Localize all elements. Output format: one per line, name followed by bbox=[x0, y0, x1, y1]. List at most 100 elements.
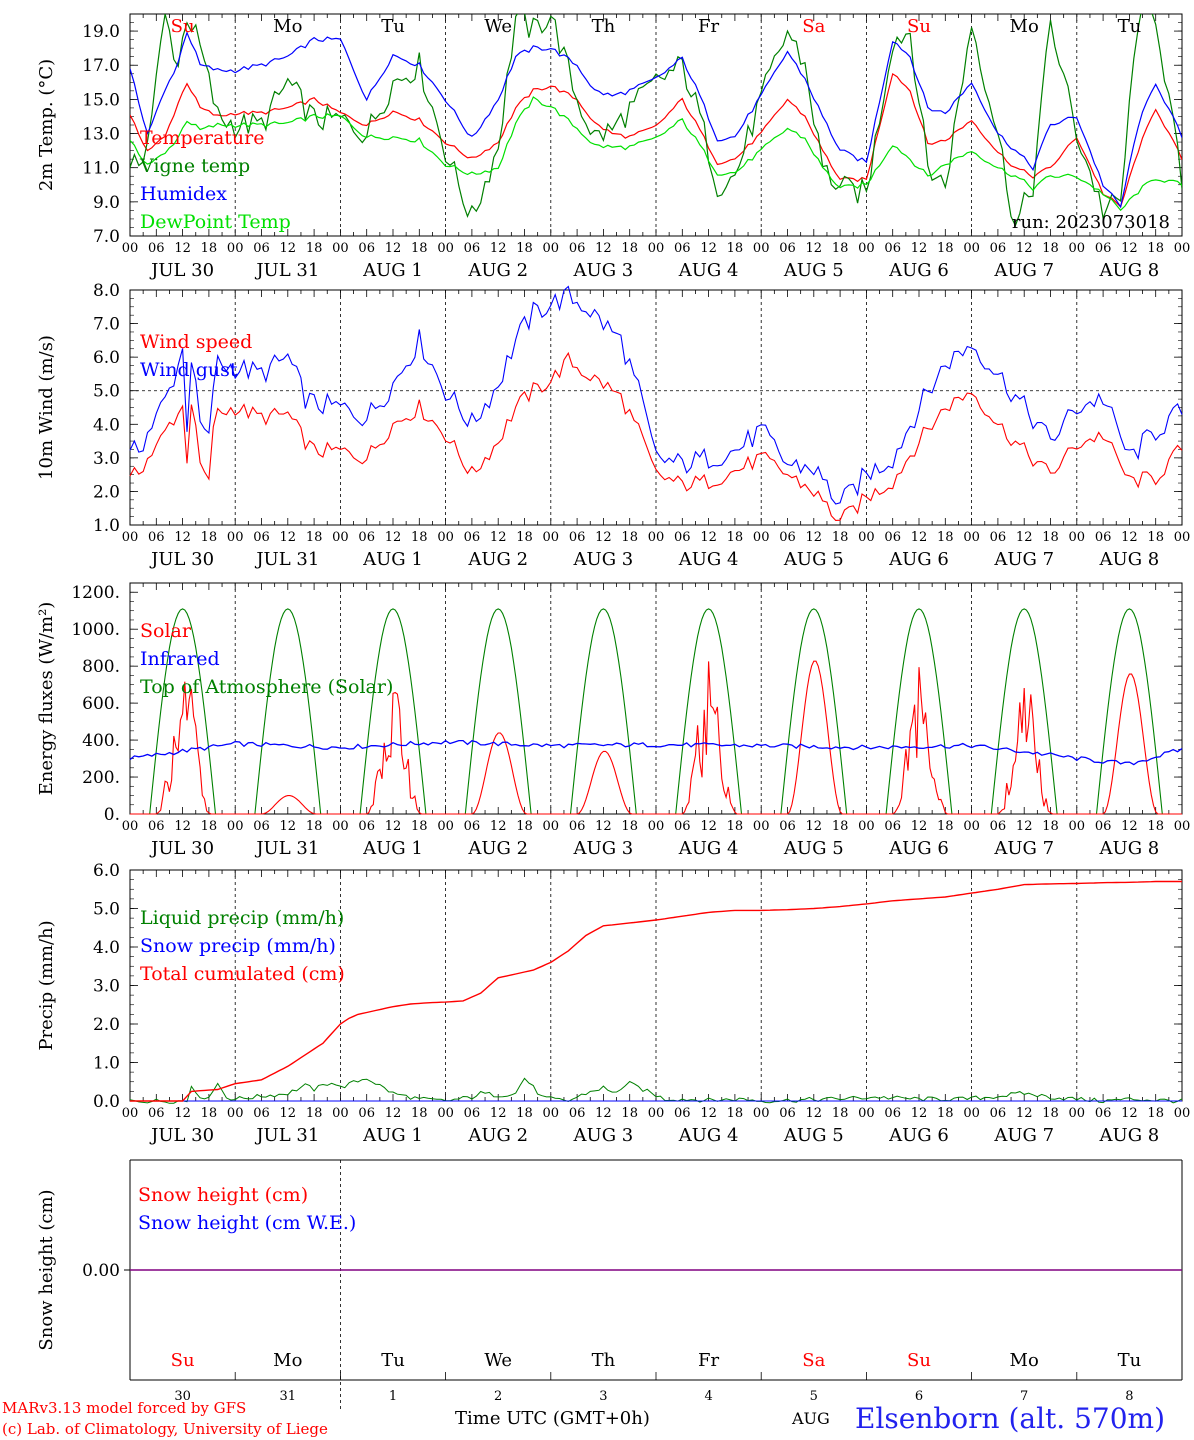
date-label: JUL 30 bbox=[149, 260, 214, 281]
date-label: AUG 4 bbox=[678, 1125, 739, 1146]
date-label: AUG 5 bbox=[783, 260, 844, 281]
hour-tick-label: 00 bbox=[858, 819, 875, 834]
copyright-credit: (c) Lab. of Climatology, University of L… bbox=[2, 1420, 328, 1438]
hour-tick-label: 06 bbox=[464, 1106, 481, 1121]
liquid-precip-line bbox=[129, 1077, 1183, 1104]
hour-tick-label: 06 bbox=[990, 530, 1007, 545]
hour-tick-label: 00 bbox=[1174, 530, 1191, 545]
hour-tick-label: 06 bbox=[990, 241, 1007, 256]
date-label: AUG 6 bbox=[888, 1125, 949, 1146]
hour-tick-label: 18 bbox=[727, 241, 744, 256]
date-label: AUG 7 bbox=[993, 549, 1054, 570]
date-label: AUG 3 bbox=[573, 260, 634, 281]
hour-tick-label: 12 bbox=[280, 1106, 297, 1121]
hour-tick-label: 18 bbox=[411, 1106, 428, 1121]
weekday-label: Tu bbox=[381, 16, 405, 37]
hour-tick-label: 00 bbox=[1174, 241, 1191, 256]
weekday-label: We bbox=[484, 1350, 512, 1371]
legend-entry: Snow precip (mm/h) bbox=[140, 935, 336, 957]
day-number-label: 3 bbox=[599, 1389, 607, 1404]
y-tick-label: 13.0 bbox=[82, 125, 120, 145]
hour-tick-label: 00 bbox=[122, 819, 139, 834]
series-line bbox=[130, 96, 1182, 212]
date-label: AUG 8 bbox=[1099, 1125, 1160, 1146]
panel-temp: 00 06 12 18 00 06 12 18 00 06 12 18 00 06 12 18 00 06 12 18… bbox=[36, 13, 1191, 281]
weekday-label: Tu bbox=[1118, 1350, 1142, 1371]
hour-tick-label: 18 bbox=[411, 530, 428, 545]
hour-tick-label: 06 bbox=[779, 530, 796, 545]
series-line bbox=[130, 14, 1182, 228]
legend-entry: Infrared bbox=[140, 648, 220, 670]
hour-tick-label: 18 bbox=[727, 530, 744, 545]
date-label: AUG 7 bbox=[993, 1125, 1054, 1146]
hour-tick-label: 06 bbox=[884, 530, 901, 545]
hour-tick-label: 12 bbox=[911, 819, 928, 834]
hour-tick-label: 12 bbox=[385, 1106, 402, 1121]
date-label: AUG 6 bbox=[888, 838, 949, 859]
hour-tick-label: 18 bbox=[1042, 1106, 1059, 1121]
date-label: JUL 31 bbox=[254, 260, 319, 281]
chart-footer: MARv3.13 model forced by GFS (c) Lab. of… bbox=[2, 1399, 1165, 1438]
legend-entry: Humidex bbox=[140, 183, 227, 205]
hour-tick-label: 06 bbox=[464, 241, 481, 256]
weekday-label: Mo bbox=[1010, 1350, 1039, 1371]
legend-entry: Top of Atmosphere (Solar) bbox=[140, 676, 393, 698]
hour-tick-label: 00 bbox=[437, 530, 454, 545]
y-tick-label: 4.0 bbox=[93, 938, 120, 958]
hour-tick-label: 12 bbox=[595, 241, 612, 256]
hour-tick-label: 00 bbox=[1069, 1106, 1086, 1121]
hour-tick-label: 12 bbox=[911, 1106, 928, 1121]
date-label: JUL 31 bbox=[254, 549, 319, 570]
hour-tick-label: 00 bbox=[543, 241, 560, 256]
date-label: AUG 2 bbox=[467, 838, 528, 859]
weekday-label: Mo bbox=[1010, 16, 1039, 37]
weekday-label: Su bbox=[907, 16, 931, 37]
hour-tick-label: 18 bbox=[201, 241, 218, 256]
hour-tick-label: 12 bbox=[806, 1106, 823, 1121]
date-label: AUG 6 bbox=[888, 260, 949, 281]
legend-entry: DewPoint Temp bbox=[140, 211, 291, 233]
hour-tick-label: 12 bbox=[911, 530, 928, 545]
hour-tick-label: 00 bbox=[963, 241, 980, 256]
hour-tick-label: 18 bbox=[516, 241, 533, 256]
weekday-label: Th bbox=[592, 16, 616, 37]
hour-tick-label: 00 bbox=[1069, 241, 1086, 256]
hour-tick-label: 00 bbox=[122, 241, 139, 256]
hour-tick-label: 00 bbox=[1069, 819, 1086, 834]
hour-tick-label: 12 bbox=[806, 241, 823, 256]
hour-tick-label: 12 bbox=[174, 1106, 191, 1121]
hour-tick-label: 00 bbox=[437, 241, 454, 256]
hour-tick-label: 06 bbox=[358, 530, 375, 545]
hour-tick-label: 06 bbox=[464, 819, 481, 834]
hour-tick-label: 12 bbox=[385, 530, 402, 545]
date-label: AUG 3 bbox=[573, 1125, 634, 1146]
hour-tick-label: 06 bbox=[1095, 241, 1112, 256]
y-tick-label: 8.0 bbox=[93, 281, 120, 301]
y-tick-label: 3.0 bbox=[93, 449, 120, 469]
hour-tick-label: 18 bbox=[621, 819, 638, 834]
date-label: AUG 8 bbox=[1099, 838, 1160, 859]
hour-tick-label: 06 bbox=[674, 530, 691, 545]
legend-entry: Vigne temp bbox=[139, 155, 250, 177]
weekday-label: Su bbox=[171, 1350, 195, 1371]
y-axis-label: 10m Wind (m/s) bbox=[36, 335, 57, 480]
hour-tick-label: 06 bbox=[253, 1106, 270, 1121]
weekday-label: Th bbox=[592, 1350, 616, 1371]
hour-tick-label: 18 bbox=[832, 819, 849, 834]
y-tick-label: 4.0 bbox=[93, 415, 120, 435]
hour-tick-label: 00 bbox=[1174, 819, 1191, 834]
weekday-label: Fr bbox=[698, 16, 719, 37]
hour-tick-label: 06 bbox=[148, 241, 165, 256]
date-label: AUG 3 bbox=[573, 838, 634, 859]
legend-entry: Snow height (cm W.E.) bbox=[138, 1212, 356, 1234]
date-label: AUG 4 bbox=[678, 549, 739, 570]
hour-tick-label: 18 bbox=[937, 241, 954, 256]
weekday-label: We bbox=[484, 16, 512, 37]
y-tick-label: 1000. bbox=[71, 620, 120, 640]
hour-tick-label: 12 bbox=[1016, 241, 1033, 256]
hour-tick-label: 06 bbox=[148, 530, 165, 545]
y-tick-label: 5.0 bbox=[93, 382, 120, 402]
hour-tick-label: 00 bbox=[648, 819, 665, 834]
hour-tick-label: 12 bbox=[174, 241, 191, 256]
hour-tick-label: 18 bbox=[1147, 241, 1164, 256]
